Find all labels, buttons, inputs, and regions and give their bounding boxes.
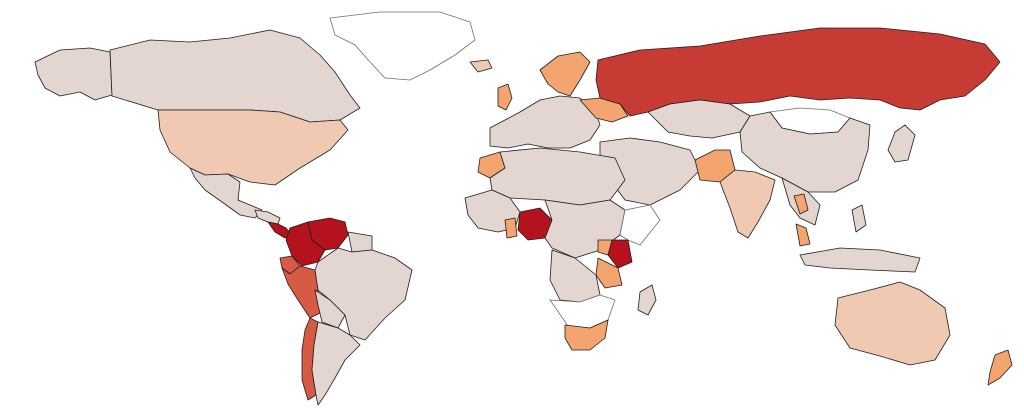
region-australia[interactable] [834, 281, 951, 366]
region-india[interactable] [719, 169, 776, 239]
region-argentina[interactable] [311, 321, 361, 406]
region-brazil[interactable] [314, 247, 413, 341]
region-north-africa[interactable] [489, 147, 626, 206]
region-malaysia[interactable] [795, 223, 811, 247]
region-guianas[interactable] [347, 231, 373, 253]
region-iceland[interactable] [469, 59, 493, 73]
region-tanzania[interactable] [595, 257, 623, 289]
region-uk[interactable] [497, 83, 513, 111]
region-europe[interactable] [489, 95, 601, 149]
region-madagascar[interactable] [637, 284, 657, 316]
region-new-zealand[interactable] [987, 349, 1013, 386]
region-russia[interactable] [595, 27, 1001, 117]
region-philippines[interactable] [851, 204, 867, 233]
region-scandinavia[interactable] [539, 51, 591, 97]
region-mexico[interactable] [189, 167, 263, 219]
region-greenland[interactable] [329, 11, 476, 81]
region-alaska[interactable] [34, 47, 113, 101]
region-china[interactable] [739, 111, 871, 193]
region-japan[interactable] [887, 124, 916, 163]
region-usa[interactable] [157, 109, 349, 186]
region-thailand[interactable] [793, 193, 809, 215]
region-somalia-region[interactable] [619, 204, 661, 246]
region-ghana[interactable] [504, 217, 518, 239]
region-uganda[interactable] [597, 239, 613, 256]
region-south-africa[interactable] [564, 319, 609, 351]
region-indonesia[interactable] [799, 247, 921, 273]
